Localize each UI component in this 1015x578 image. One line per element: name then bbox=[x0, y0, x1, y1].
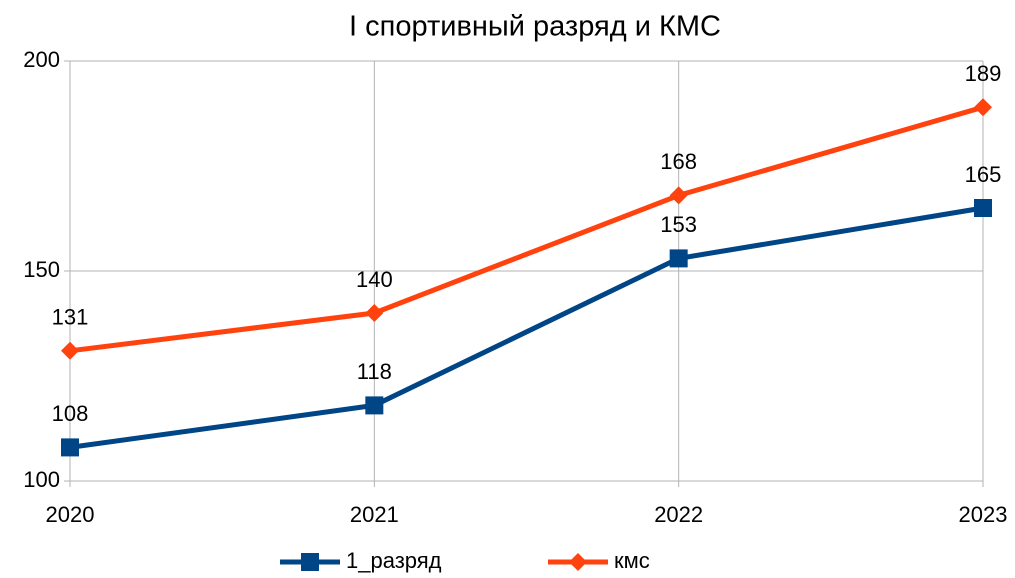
y-tick-label: 100 bbox=[23, 467, 60, 492]
data-point bbox=[365, 396, 384, 415]
legend-marker bbox=[569, 553, 587, 571]
data-point bbox=[669, 186, 688, 205]
data-label: 108 bbox=[52, 401, 89, 426]
data-label: 165 bbox=[965, 162, 1002, 187]
series-line bbox=[69, 104, 984, 354]
data-label: 140 bbox=[356, 267, 393, 292]
data-label: 168 bbox=[660, 149, 697, 174]
x-tick-label: 2020 bbox=[46, 502, 95, 527]
data-label: 118 bbox=[357, 359, 392, 384]
data-point bbox=[974, 98, 992, 117]
data-label: 153 bbox=[660, 212, 697, 237]
legend-label: кмс bbox=[614, 548, 650, 573]
x-tick-label: 2023 bbox=[959, 502, 1008, 527]
data-point bbox=[669, 249, 688, 268]
y-tick-label: 200 bbox=[23, 47, 60, 72]
data-label: 131 bbox=[52, 305, 89, 330]
series-line bbox=[69, 205, 984, 450]
data-label: 189 bbox=[965, 61, 1002, 86]
x-tick-label: 2022 bbox=[654, 502, 703, 527]
data-point bbox=[61, 341, 79, 360]
data-point bbox=[974, 199, 992, 217]
data-point bbox=[61, 438, 79, 457]
x-tick-label: 2021 bbox=[350, 502, 399, 527]
legend-label: 1_разряд bbox=[346, 548, 442, 573]
chart-title: I спортивный разряд и КМС bbox=[349, 11, 721, 43]
legend-marker bbox=[301, 553, 319, 571]
y-tick-label: 150 bbox=[23, 257, 60, 282]
data-point bbox=[365, 304, 384, 322]
